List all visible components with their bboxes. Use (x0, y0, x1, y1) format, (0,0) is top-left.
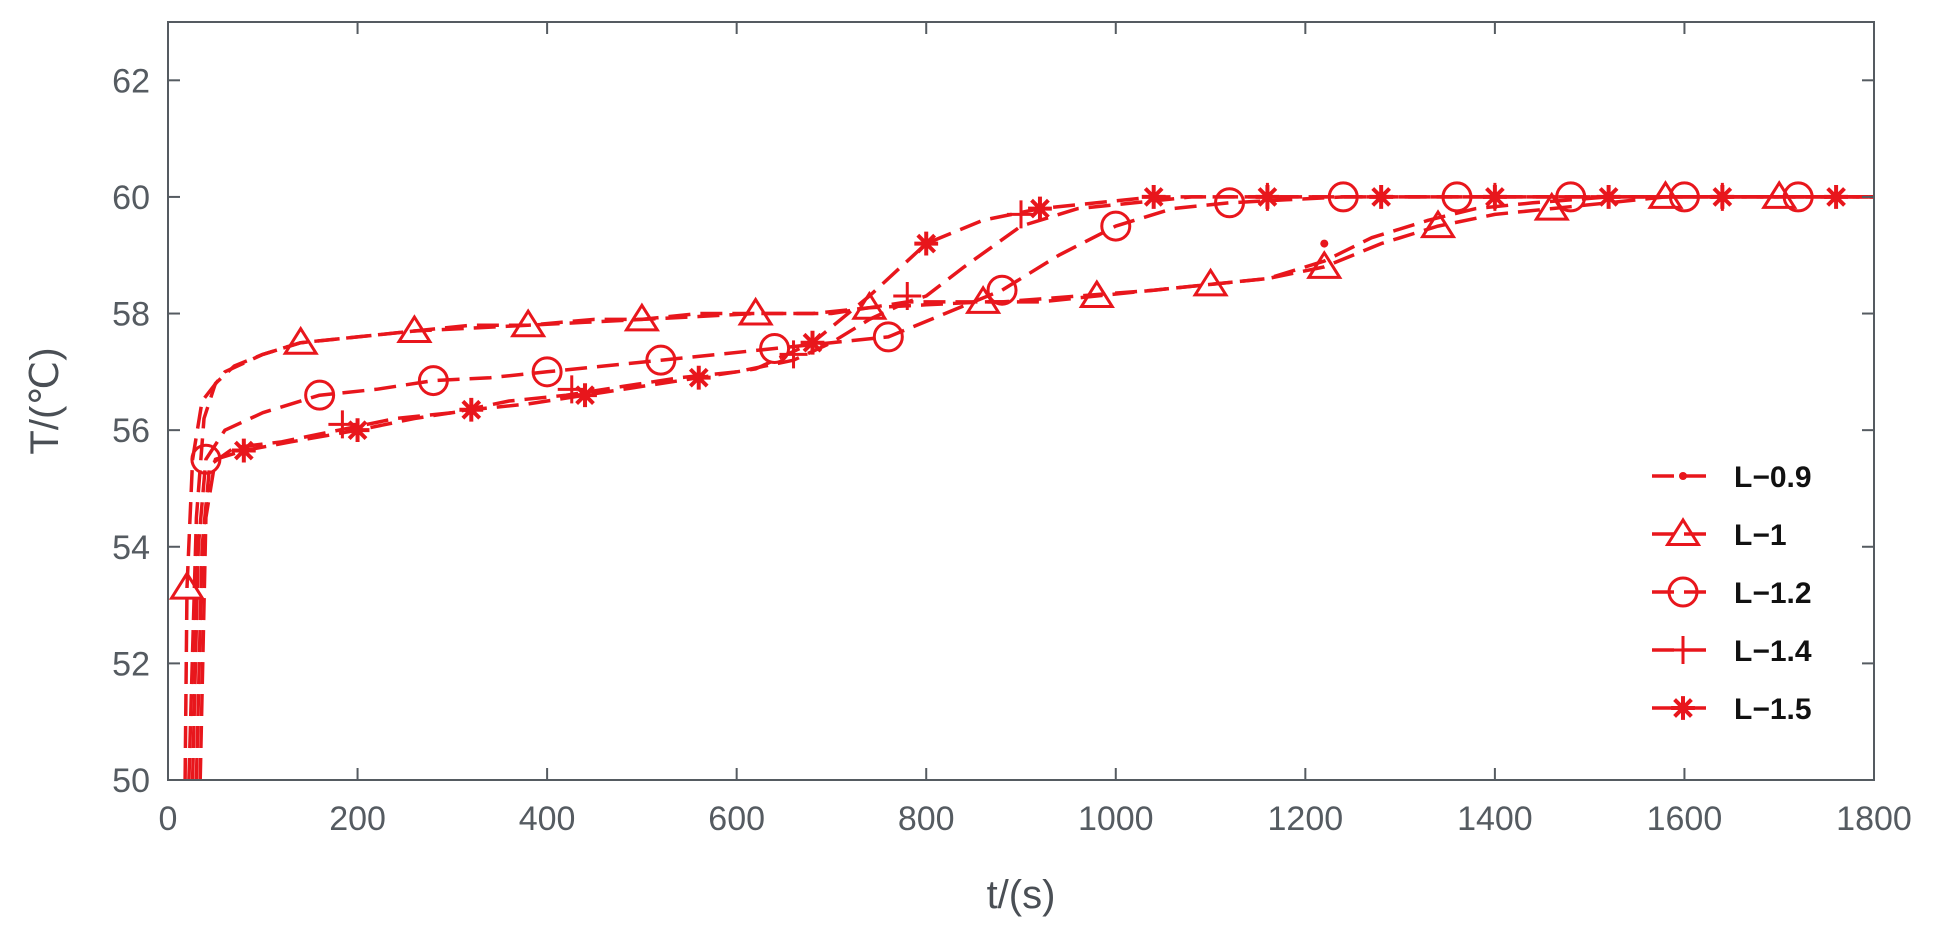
series-marker-1 (168, 570, 206, 600)
series-line-0 (187, 195, 1874, 781)
x-tick-label: 1800 (1836, 800, 1912, 838)
legend-marker-1 (1664, 517, 1702, 546)
series-marker-3 (779, 340, 808, 369)
series-marker-2 (1100, 210, 1132, 242)
x-tick-label: 1400 (1457, 800, 1533, 838)
x-tick-label: 400 (519, 800, 576, 838)
series-marker-2 (645, 344, 677, 376)
legend-marker-3 (1669, 636, 1697, 664)
series-marker-1 (623, 302, 661, 332)
series-marker-1 (1419, 209, 1457, 239)
series-marker-4-core (1489, 192, 1500, 202)
series-line-3 (194, 195, 1874, 781)
series-marker-4-core (1262, 192, 1273, 202)
legend-label-1: L−1 (1734, 519, 1787, 552)
series-marker-0 (1320, 239, 1329, 248)
series-marker-1 (1306, 250, 1343, 279)
legend-marker-4-core (1678, 703, 1688, 713)
plot-frame (167, 21, 1875, 781)
y-tick-label: 52 (112, 645, 150, 683)
series-marker-2 (759, 333, 791, 365)
legend-label-2: L−1.2 (1734, 577, 1812, 610)
series-marker-4-core (238, 445, 249, 456)
axis-ticks-layer: 0 200 400 600 800 1000 1200 1400 1600 1800 50 52 54 5… (112, 22, 1912, 838)
series-marker-1 (1078, 279, 1115, 309)
x-tick-label: 800 (898, 800, 955, 838)
series-marker-1 (1192, 267, 1229, 297)
series-marker-4-core (1603, 192, 1614, 202)
series-line-4 (198, 195, 1874, 781)
series-marker-4-core (1148, 192, 1159, 202)
series-marker-2 (1441, 181, 1473, 213)
series-marker-1 (282, 325, 319, 355)
series-marker-1 (737, 296, 774, 326)
series-marker-4-core (1717, 192, 1728, 202)
y-tick-label: 50 (112, 762, 150, 800)
series-marker-2 (190, 443, 222, 475)
x-tick-label: 200 (329, 800, 386, 838)
x-tick-label: 1600 (1647, 800, 1723, 838)
series-marker-4-core (1831, 192, 1841, 202)
series-line-2 (190, 195, 1874, 781)
series-marker-1 (396, 314, 433, 344)
x-tick-label: 1200 (1268, 800, 1344, 838)
x-axis-title: t/(s) (987, 873, 1056, 917)
series-marker-2 (1668, 181, 1700, 213)
legend-marker-0 (1679, 472, 1687, 480)
series-marker-4-core (807, 337, 818, 348)
series-marker-1 (1761, 180, 1798, 209)
series-marker-2 (872, 321, 904, 353)
series-marker-2 (417, 365, 449, 397)
legend-label-0: L−0.9 (1734, 461, 1812, 494)
series-marker-3 (893, 282, 922, 311)
y-tick-label: 58 (112, 296, 150, 334)
series-marker-4-core (1035, 203, 1045, 214)
legend-marker-2 (1667, 576, 1699, 608)
series-marker-2 (1782, 181, 1814, 213)
series-marker-4-core (921, 238, 932, 249)
x-tick-label: 600 (708, 800, 765, 838)
legend: L−0.9 L−1 L−1.2 L−1.4 L−1.5 (1652, 461, 1812, 726)
x-tick-label: 0 (159, 800, 178, 838)
series-marker-2 (986, 274, 1018, 306)
y-axis-title: T/(℃) (23, 347, 67, 454)
series-marker-2 (1214, 187, 1246, 219)
series-marker-4-core (693, 372, 704, 383)
series-marker-2 (304, 379, 336, 411)
y-tick-label: 62 (112, 62, 150, 100)
series-marker-2 (531, 356, 563, 388)
series-marker-2 (1555, 181, 1587, 213)
legend-label-3: L−1.4 (1734, 635, 1812, 668)
y-tick-label: 60 (112, 179, 150, 217)
series-markers-layer (168, 180, 1848, 600)
x-tick-label: 1000 (1078, 800, 1154, 838)
series-marker-4-core (466, 404, 477, 415)
series-marker-1 (510, 308, 547, 338)
series-lines-layer (183, 195, 1874, 781)
legend-label-4: L−1.5 (1734, 693, 1812, 726)
series-marker-1 (851, 290, 888, 320)
series-marker-1 (1647, 180, 1684, 209)
series-marker-3 (1007, 200, 1035, 229)
series-marker-4-core (352, 425, 363, 436)
series-marker-4-core (580, 390, 590, 401)
series-line-1 (183, 195, 1874, 781)
series-marker-2 (1327, 181, 1359, 213)
y-tick-label: 54 (112, 529, 150, 567)
y-tick-label: 56 (112, 412, 150, 450)
series-marker-4-core (1376, 192, 1387, 202)
